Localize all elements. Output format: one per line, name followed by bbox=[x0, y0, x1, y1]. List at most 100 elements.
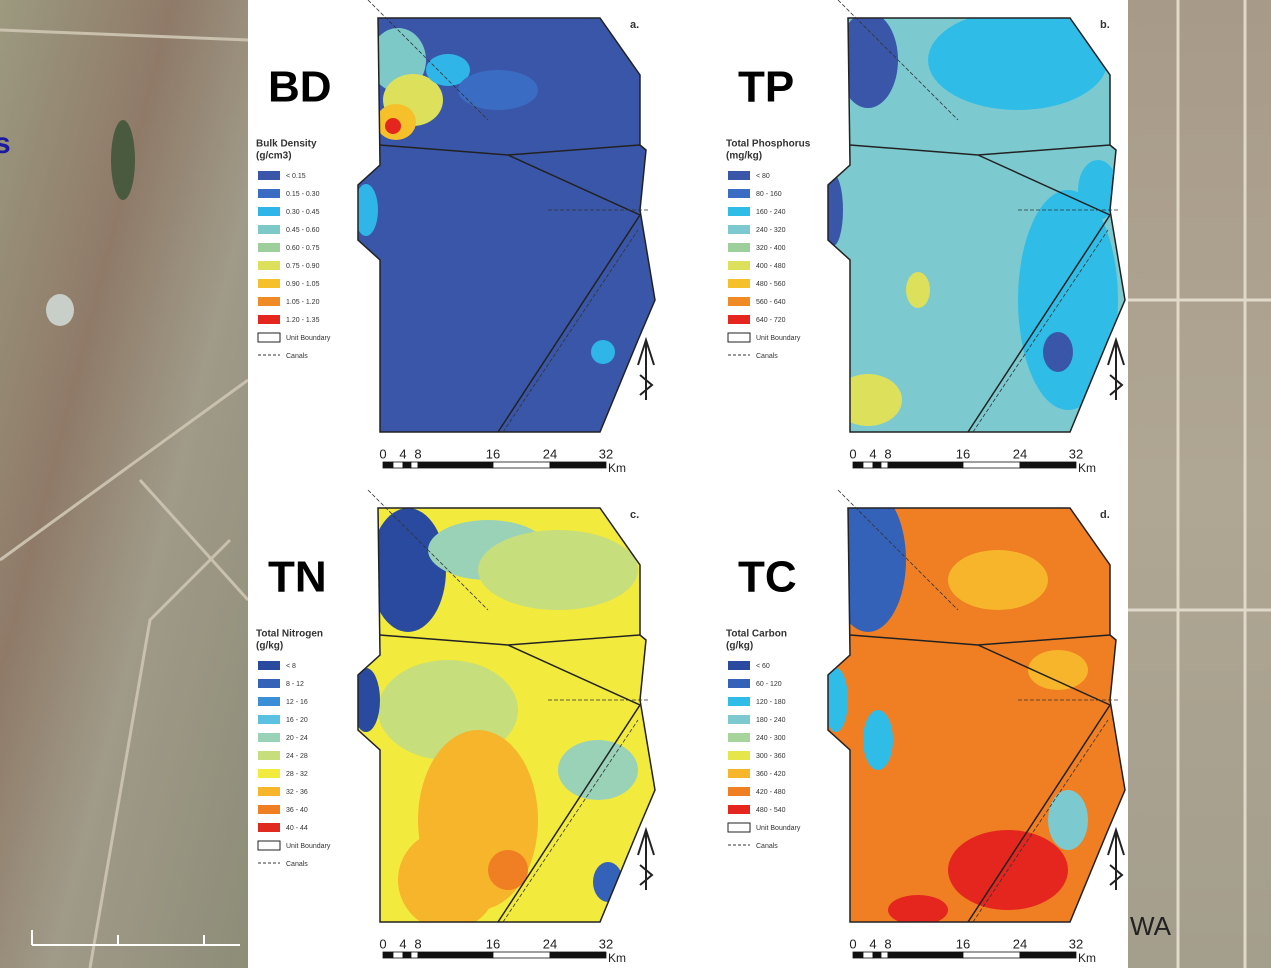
legend-swatch bbox=[728, 787, 750, 796]
legend-swatch bbox=[728, 823, 750, 832]
legend-swatch bbox=[728, 297, 750, 306]
scale-label: 32 bbox=[1069, 446, 1083, 461]
scale-label: 4 bbox=[399, 446, 406, 461]
legend-swatch bbox=[258, 679, 280, 688]
scale-label: 0 bbox=[849, 936, 856, 951]
scale-unit: Km bbox=[608, 461, 626, 475]
legend-label: 60 - 120 bbox=[756, 681, 782, 688]
scale-label: 0 bbox=[379, 446, 386, 461]
scale-label: 4 bbox=[869, 446, 876, 461]
scale-label: 8 bbox=[414, 446, 421, 461]
legend-title: Total Phosphorus bbox=[726, 139, 811, 150]
scale-segment bbox=[1020, 462, 1076, 468]
legend-title: (g/kg) bbox=[256, 641, 283, 652]
legend-swatch bbox=[258, 171, 280, 180]
legend-label: Unit Boundary bbox=[756, 825, 801, 832]
panel-label: TP bbox=[738, 63, 794, 112]
legend-title: (g/cm3) bbox=[256, 151, 292, 162]
scale-label: 16 bbox=[486, 936, 500, 951]
scale-label: 32 bbox=[599, 936, 613, 951]
legend-swatch bbox=[258, 297, 280, 306]
scale-segment bbox=[550, 462, 606, 468]
legend-swatch bbox=[258, 751, 280, 760]
legend-swatch bbox=[258, 225, 280, 234]
legend-label: 180 - 240 bbox=[756, 717, 786, 724]
scale-label: 16 bbox=[486, 446, 500, 461]
scale-unit: Km bbox=[1078, 951, 1096, 965]
panel-letter: c. bbox=[630, 509, 639, 521]
panel-letter: d. bbox=[1100, 509, 1110, 521]
legend-swatch bbox=[728, 225, 750, 234]
scale-label: 16 bbox=[956, 446, 970, 461]
scale-segment bbox=[881, 462, 888, 468]
legend-label: 360 - 420 bbox=[756, 771, 786, 778]
scale-segment bbox=[963, 952, 1020, 958]
legend-swatch bbox=[728, 697, 750, 706]
legend-swatch bbox=[258, 697, 280, 706]
scale-segment bbox=[493, 462, 550, 468]
legend-label: < 60 bbox=[756, 663, 770, 670]
scale-segment bbox=[853, 462, 863, 468]
legend-swatch bbox=[728, 189, 750, 198]
panel-letter: a. bbox=[630, 19, 639, 31]
scale-segment bbox=[418, 462, 493, 468]
legend-label: 0.75 - 0.90 bbox=[286, 263, 320, 270]
legend-swatch bbox=[728, 243, 750, 252]
legend-swatch bbox=[258, 823, 280, 832]
legend-label: 80 - 160 bbox=[756, 191, 782, 198]
scale-segment bbox=[403, 462, 411, 468]
legend-title: Total Carbon bbox=[726, 629, 787, 640]
legend-swatch bbox=[728, 769, 750, 778]
scale-unit: Km bbox=[608, 951, 626, 965]
legend-label: Canals bbox=[286, 861, 308, 868]
map-zone bbox=[370, 508, 446, 632]
legend-swatch bbox=[258, 189, 280, 198]
legend-title: Total Nitrogen bbox=[256, 629, 323, 640]
scale-segment bbox=[863, 952, 873, 958]
scale-segment bbox=[888, 952, 963, 958]
scale-label: 4 bbox=[399, 936, 406, 951]
tree-patch bbox=[111, 120, 135, 200]
scale-segment bbox=[888, 462, 963, 468]
map-surface bbox=[348, 500, 668, 930]
scale-segment bbox=[411, 462, 418, 468]
legend-swatch bbox=[258, 661, 280, 670]
scale-segment bbox=[393, 462, 403, 468]
panel-letter: b. bbox=[1100, 19, 1110, 31]
legend-label: 120 - 180 bbox=[756, 699, 786, 706]
legend-label: 32 - 36 bbox=[286, 789, 308, 796]
legend-label: 12 - 16 bbox=[286, 699, 308, 706]
scale-label: 4 bbox=[869, 936, 876, 951]
legend-swatch bbox=[258, 333, 280, 342]
legend-title: Bulk Density bbox=[256, 139, 317, 150]
scale-segment bbox=[873, 952, 881, 958]
legend-label: Canals bbox=[756, 353, 778, 360]
map-zone bbox=[1043, 332, 1073, 372]
legend-swatch bbox=[728, 805, 750, 814]
scale-segment bbox=[418, 952, 493, 958]
scale-segment bbox=[550, 952, 606, 958]
legend-label: Unit Boundary bbox=[286, 335, 331, 342]
panel-label: BD bbox=[268, 63, 332, 112]
figure: s WA BDa.Bulk Density(g/cm3)< 0.150.15 -… bbox=[0, 0, 1271, 968]
legend-label: 300 - 360 bbox=[756, 753, 786, 760]
legend-label: 480 - 560 bbox=[756, 281, 786, 288]
legend-label: 420 - 480 bbox=[756, 789, 786, 796]
map-zone bbox=[458, 70, 538, 110]
legend-swatch bbox=[258, 715, 280, 724]
scale-label: 24 bbox=[1013, 936, 1027, 951]
legend-label: 1.20 - 1.35 bbox=[286, 317, 320, 324]
map-surface bbox=[818, 10, 1138, 440]
legend-label: 0.15 - 0.30 bbox=[286, 191, 320, 198]
legend-label: Unit Boundary bbox=[756, 335, 801, 342]
legend-label: 320 - 400 bbox=[756, 245, 786, 252]
legend-label: 28 - 32 bbox=[286, 771, 308, 778]
panel-label: TC bbox=[738, 553, 797, 602]
scale-segment bbox=[863, 462, 873, 468]
satellite-right bbox=[1128, 0, 1271, 968]
legend-label: Unit Boundary bbox=[286, 843, 331, 850]
scale-segment bbox=[403, 952, 411, 958]
scale-label: 8 bbox=[414, 936, 421, 951]
scale-label: 8 bbox=[884, 446, 891, 461]
legend-label: 160 - 240 bbox=[756, 209, 786, 216]
